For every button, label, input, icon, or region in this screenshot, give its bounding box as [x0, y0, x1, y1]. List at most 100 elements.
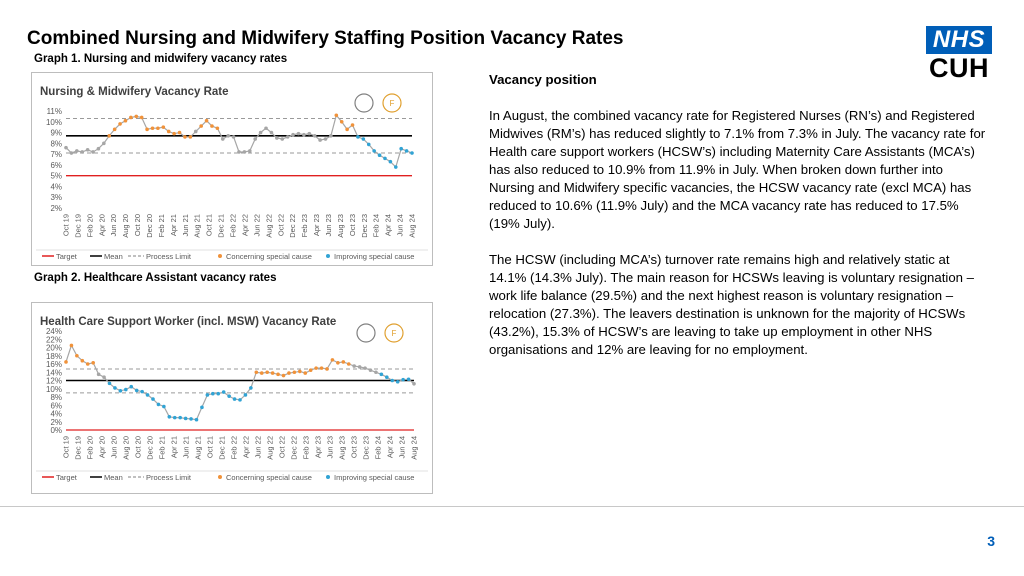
vacancy-heading: Vacancy position	[489, 72, 597, 87]
data-point	[102, 141, 106, 146]
data-point	[292, 370, 297, 375]
y-tick-label: 16%	[46, 360, 62, 369]
x-tick-label: Apr 24	[384, 214, 393, 236]
y-tick-label: 24%	[46, 327, 62, 336]
x-tick-label: Dec 22	[290, 436, 299, 460]
legend-concerning-label: Concerning special cause	[226, 252, 312, 261]
data-point	[308, 368, 313, 372]
x-tick-label: Aug 21	[194, 436, 203, 460]
data-point	[189, 417, 193, 421]
x-tick-label: Apr 21	[169, 214, 178, 236]
legend-concerning-swatch	[218, 254, 222, 258]
y-tick-label: 10%	[46, 385, 62, 394]
y-tick-label: 7%	[50, 150, 62, 159]
data-point	[200, 405, 204, 410]
data-point	[231, 135, 236, 139]
data-point	[248, 149, 252, 153]
x-tick-label: Aug 24	[408, 214, 417, 238]
x-tick-label: Feb 20	[86, 436, 95, 459]
x-tick-label: Oct 19	[62, 436, 71, 458]
data-point	[124, 387, 128, 392]
data-point	[172, 131, 176, 136]
nursing-vacancy-chart-svg: Nursing & Midwifery Vacancy Rate 11% 10% 9%…	[36, 86, 428, 261]
data-point	[85, 362, 90, 366]
data-point	[303, 371, 308, 375]
data-point	[215, 126, 220, 131]
graph2-caption: Graph 2. Healthcare Assistant vacancy ra…	[34, 272, 277, 284]
data-point	[238, 398, 242, 402]
data-point	[325, 367, 329, 371]
data-point	[156, 126, 160, 131]
data-point	[69, 343, 74, 348]
data-point	[242, 150, 247, 154]
x-tick-label: Dec 20	[146, 436, 155, 460]
x-tick-label: Oct 22	[278, 436, 287, 458]
data-point	[249, 386, 253, 390]
data-point	[85, 148, 90, 152]
data-point	[107, 381, 112, 386]
legend-concerning-swatch	[218, 475, 222, 479]
data-point	[350, 123, 355, 127]
data-point	[314, 366, 318, 370]
data-point	[406, 377, 411, 382]
x-tick-label: Oct 23	[350, 436, 359, 458]
x-tick-label: Feb 24	[372, 214, 381, 237]
x-tick-label: Apr 24	[386, 436, 395, 458]
assurance-icon-letter: F	[390, 99, 395, 108]
data-point	[374, 370, 378, 375]
legend-mean-label: Mean	[104, 252, 123, 261]
y-tick-label: 12%	[46, 377, 62, 386]
nursing-vacancy-chart: Nursing & Midwifery Vacancy Rate 11% 10% 9%…	[31, 72, 433, 266]
data-point	[312, 133, 317, 138]
data-point	[372, 149, 376, 153]
data-point	[330, 358, 335, 362]
x-tick-label: Oct 21	[205, 214, 214, 236]
data-point	[307, 131, 312, 136]
data-point	[404, 149, 409, 153]
data-point	[134, 388, 139, 393]
data-point	[204, 118, 209, 123]
data-point	[264, 126, 268, 131]
y-tick-label: 22%	[46, 335, 62, 344]
y-tick-label: 10%	[46, 118, 62, 127]
variation-icon	[354, 93, 374, 113]
data-point	[318, 138, 322, 142]
data-point	[140, 389, 144, 394]
data-point	[341, 360, 346, 364]
y-tick-label: 6%	[50, 401, 62, 410]
data-point	[259, 371, 264, 375]
data-point	[220, 137, 225, 141]
x-tick-label: Dec 23	[362, 436, 371, 460]
data-point	[96, 146, 101, 151]
data-point	[91, 360, 95, 365]
data-point	[227, 394, 231, 398]
data-point	[356, 135, 360, 139]
data-point	[334, 113, 339, 118]
data-point	[210, 124, 214, 128]
y-tick-label: 4%	[50, 182, 62, 191]
y-tick-label: 8%	[50, 139, 62, 148]
data-point	[166, 129, 171, 134]
x-tick-label: Dec 23	[360, 214, 369, 238]
data-point	[243, 393, 248, 397]
slide-title: Combined Nursing and Midwifery Staffing …	[27, 28, 624, 49]
x-tick-label: Jun 22	[254, 436, 263, 459]
legend-improving-label: Improving special cause	[334, 252, 414, 261]
data-point	[145, 393, 150, 397]
series-line	[65, 114, 413, 169]
data-point	[237, 150, 241, 154]
data-point	[412, 382, 416, 386]
data-point	[183, 416, 188, 421]
data-point	[253, 137, 258, 141]
x-tick-label: Apr 23	[312, 214, 321, 236]
x-tick-label: Oct 21	[206, 436, 215, 458]
x-tick-label: Jun 23	[326, 436, 335, 459]
data-point	[172, 415, 177, 420]
data-point	[118, 389, 123, 393]
data-point	[167, 415, 172, 419]
data-point	[96, 372, 101, 377]
x-tick-label: Apr 20	[97, 214, 106, 236]
footer-divider	[0, 506, 1024, 507]
y-tick-label: 2%	[50, 418, 62, 427]
data-point	[177, 130, 182, 135]
